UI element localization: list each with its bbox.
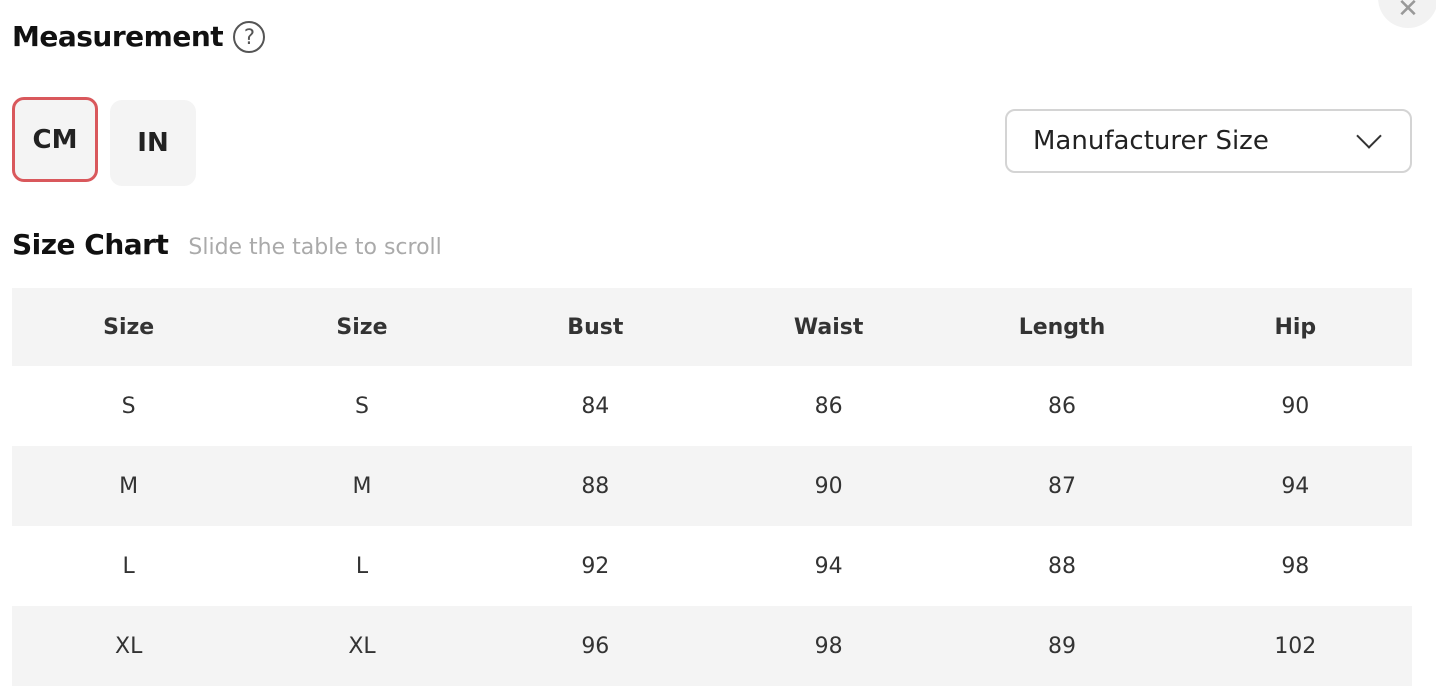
unit-in-button[interactable]: IN bbox=[110, 100, 196, 186]
table-row: S S 84 86 86 90 bbox=[12, 366, 1412, 446]
table-cell: L bbox=[122, 553, 135, 579]
table-cell: XL bbox=[12, 606, 246, 686]
table-cell: 87 bbox=[945, 446, 1179, 526]
unit-cm-button[interactable]: CM bbox=[12, 97, 98, 182]
table-cell: S bbox=[121, 393, 136, 419]
size-chart-table[interactable]: Size Size Bust Waist Length Hip S S 84 86 86 90 M M 8… bbox=[12, 288, 1412, 686]
column-header: Waist bbox=[711, 288, 946, 366]
size-type-select[interactable]: Manufacturer Size bbox=[1005, 109, 1412, 173]
column-header: Size bbox=[12, 288, 246, 366]
table-cell: M bbox=[245, 446, 479, 526]
table-cell: XL bbox=[245, 606, 479, 686]
table-cell: 92 bbox=[581, 553, 610, 579]
column-header: Bust bbox=[478, 288, 712, 366]
close-icon: ✕ bbox=[1397, 0, 1419, 24]
size-chart-heading: Size Chart Slide the table to scroll bbox=[12, 228, 442, 261]
page-title: Measurement bbox=[12, 20, 224, 53]
table-header-row: Size Size Bust Waist Length Hip bbox=[12, 288, 1412, 366]
table-cell: 96 bbox=[478, 606, 712, 686]
table-cell: M bbox=[12, 446, 246, 526]
scroll-hint: Slide the table to scroll bbox=[188, 235, 442, 260]
close-button[interactable]: ✕ bbox=[1378, 0, 1436, 28]
table-cell: L bbox=[355, 553, 369, 579]
table-cell: 102 bbox=[1178, 606, 1412, 686]
column-header: Hip bbox=[1178, 288, 1412, 366]
size-chart-title: Size Chart bbox=[12, 228, 169, 261]
table-cell: 86 bbox=[1047, 393, 1076, 419]
table-cell: 90 bbox=[1281, 393, 1310, 419]
table-cell: 88 bbox=[1047, 553, 1076, 579]
table-cell: 90 bbox=[711, 446, 946, 526]
table-cell: 86 bbox=[814, 393, 843, 419]
table-cell: 98 bbox=[1281, 553, 1310, 579]
chevron-down-icon bbox=[1356, 123, 1382, 149]
table-cell: 98 bbox=[711, 606, 946, 686]
table-cell: 89 bbox=[945, 606, 1179, 686]
table-row: L L 92 94 88 98 bbox=[12, 526, 1412, 606]
table-cell: 88 bbox=[478, 446, 712, 526]
table-row: XL XL 96 98 89 102 bbox=[12, 606, 1412, 686]
table-cell: S bbox=[355, 393, 369, 419]
size-type-value: Manufacturer Size bbox=[1033, 126, 1269, 156]
table-cell: 94 bbox=[1178, 446, 1412, 526]
table-cell: 94 bbox=[814, 553, 843, 579]
measurement-title: Measurement ? bbox=[12, 20, 266, 53]
column-header: Size bbox=[245, 288, 479, 366]
table-row: M M 88 90 87 94 bbox=[12, 446, 1412, 526]
column-header: Length bbox=[945, 288, 1179, 366]
question-circle-icon[interactable]: ? bbox=[233, 20, 266, 53]
table-cell: 84 bbox=[581, 393, 610, 419]
